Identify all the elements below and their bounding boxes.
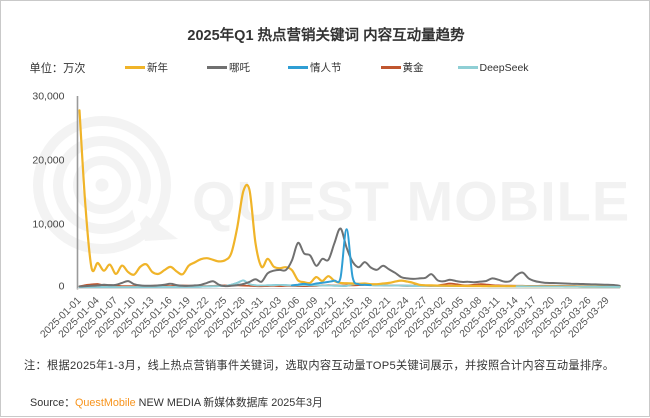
svg-text:0: 0: [59, 281, 65, 293]
svg-text:QUEST MOBILE: QUEST MOBILE: [192, 170, 630, 233]
svg-text:20,000: 20,000: [32, 155, 64, 167]
svg-text:30,000: 30,000: [32, 91, 64, 103]
svg-text:10,000: 10,000: [32, 219, 64, 231]
